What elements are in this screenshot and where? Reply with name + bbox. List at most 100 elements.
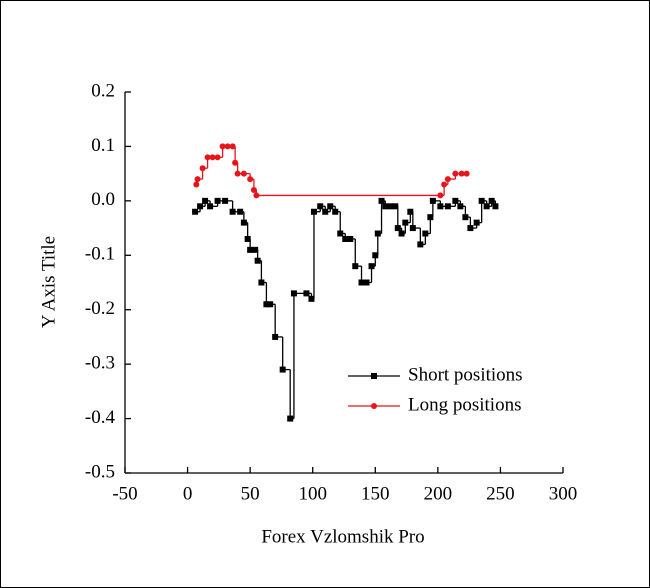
y-axis-title: Y Axis Title <box>38 236 59 328</box>
marker <box>444 203 451 210</box>
marker <box>229 208 236 215</box>
marker <box>317 203 324 210</box>
legend-marker <box>371 373 377 379</box>
legend-marker <box>371 403 377 409</box>
marker <box>478 197 485 204</box>
legend-label: Long positions <box>408 394 521 415</box>
marker <box>427 214 434 221</box>
marker <box>409 225 416 232</box>
marker <box>402 219 409 226</box>
marker <box>263 301 270 308</box>
marker <box>310 208 317 215</box>
marker <box>347 235 354 242</box>
marker <box>192 208 199 215</box>
marker <box>394 225 401 232</box>
marker <box>224 143 231 150</box>
marker <box>308 295 315 302</box>
legend-label: Short positions <box>408 364 523 385</box>
marker <box>417 241 424 248</box>
marker <box>437 192 444 199</box>
marker <box>473 219 480 226</box>
marker <box>462 214 469 221</box>
marker <box>378 197 385 204</box>
x-tick-label: 250 <box>486 483 515 504</box>
marker <box>392 203 399 210</box>
marker <box>352 263 359 270</box>
marker <box>387 203 394 210</box>
marker <box>483 203 490 210</box>
marker <box>287 415 294 422</box>
marker <box>229 143 236 150</box>
marker <box>429 197 436 204</box>
marker <box>407 208 414 215</box>
marker <box>207 203 214 210</box>
y-tick-label: -0.2 <box>85 298 115 319</box>
marker <box>197 203 204 210</box>
marker <box>290 290 297 297</box>
marker <box>303 290 310 297</box>
marker <box>444 176 451 183</box>
y-tick-label: 0.1 <box>91 135 115 156</box>
marker <box>488 197 495 204</box>
marker <box>452 197 459 204</box>
y-tick-label: -0.5 <box>85 461 115 482</box>
marker <box>204 154 211 161</box>
marker <box>214 154 221 161</box>
marker <box>240 219 247 226</box>
marker <box>219 143 226 150</box>
marker <box>202 197 209 204</box>
marker <box>358 279 365 286</box>
marker <box>194 176 201 183</box>
marker <box>342 235 349 242</box>
marker <box>437 203 444 210</box>
x-tick-label: 100 <box>298 483 327 504</box>
y-tick-label: 0.2 <box>91 80 115 101</box>
x-tick-label: 300 <box>549 483 578 504</box>
marker <box>237 208 244 215</box>
x-tick-label: 50 <box>241 483 260 504</box>
marker <box>382 203 389 210</box>
x-axis-title: Forex Vzlomshik Pro <box>261 526 424 547</box>
y-tick-label: -0.4 <box>85 407 116 428</box>
marker <box>199 165 206 172</box>
marker <box>244 235 251 242</box>
marker <box>232 159 239 166</box>
marker <box>441 181 448 188</box>
x-tick-label: 0 <box>183 483 193 504</box>
marker <box>458 170 465 177</box>
y-tick-label: -0.3 <box>85 353 115 374</box>
marker <box>368 263 375 270</box>
marker <box>252 246 259 253</box>
marker <box>279 366 286 373</box>
marker <box>398 230 405 237</box>
marker <box>272 333 279 340</box>
marker <box>193 181 200 188</box>
marker <box>374 230 381 237</box>
marker <box>234 170 241 177</box>
marker <box>214 197 221 204</box>
marker <box>372 252 379 259</box>
marker <box>332 208 339 215</box>
marker <box>247 246 254 253</box>
marker <box>337 230 344 237</box>
x-tick-label: 150 <box>361 483 390 504</box>
x-tick-label: 200 <box>424 483 453 504</box>
marker <box>253 192 260 199</box>
marker <box>254 257 261 264</box>
x-tick-label: -50 <box>112 483 137 504</box>
marker <box>322 208 329 215</box>
marker <box>240 170 247 177</box>
marker <box>327 203 334 210</box>
marker <box>363 279 370 286</box>
y-tick-label: -0.1 <box>85 244 115 265</box>
marker <box>247 176 254 183</box>
marker <box>457 203 464 210</box>
marker <box>267 301 274 308</box>
marker <box>258 279 265 286</box>
marker <box>463 170 470 177</box>
y-tick-label: 0.0 <box>91 189 115 210</box>
marker <box>250 186 257 193</box>
marker <box>209 154 216 161</box>
